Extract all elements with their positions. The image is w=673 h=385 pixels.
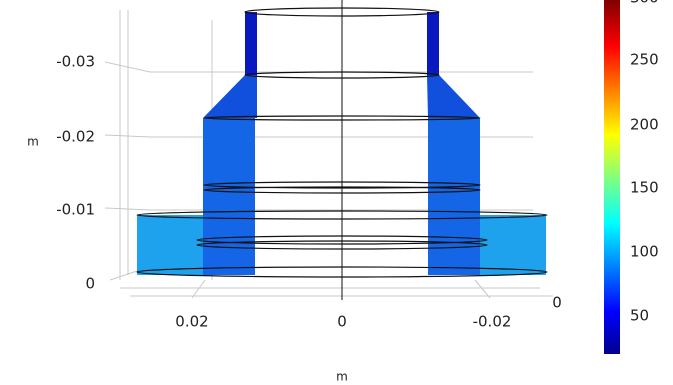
colorbar-tick-label: 250 — [630, 51, 659, 69]
colorbar-tick-label: 200 — [630, 116, 659, 134]
colorbar-tick-label: 300 — [630, 0, 659, 7]
plot-window: m m -0.03 -0.02 -0.01 0 0.02 0 -0.02 0 3… — [0, 0, 673, 385]
colorbar-scale — [604, 0, 620, 354]
vertical-tick-label: -0.01 — [56, 201, 95, 219]
colorbar-tick-label: 50 — [630, 307, 649, 325]
depth-tick-label: 0 — [552, 294, 562, 312]
vertical-tick-label: 0 — [85, 275, 95, 293]
colorbar: 300 250 200 150 100 50 — [604, 0, 659, 354]
vertical-tick-label: -0.02 — [56, 128, 95, 146]
horizontal-tick-label: 0.02 — [175, 313, 208, 331]
colorbar-tick-label: 150 — [630, 179, 659, 197]
geometry — [137, 0, 547, 300]
colorbar-tick-label: 100 — [630, 243, 659, 261]
vertical-tick-label: -0.03 — [56, 53, 95, 71]
horizontal-axis-label: m — [336, 370, 348, 384]
horizontal-tick-label: -0.02 — [473, 313, 512, 331]
horizontal-tick-label: 0 — [337, 313, 347, 331]
vertical-axis-label: m — [27, 135, 39, 149]
